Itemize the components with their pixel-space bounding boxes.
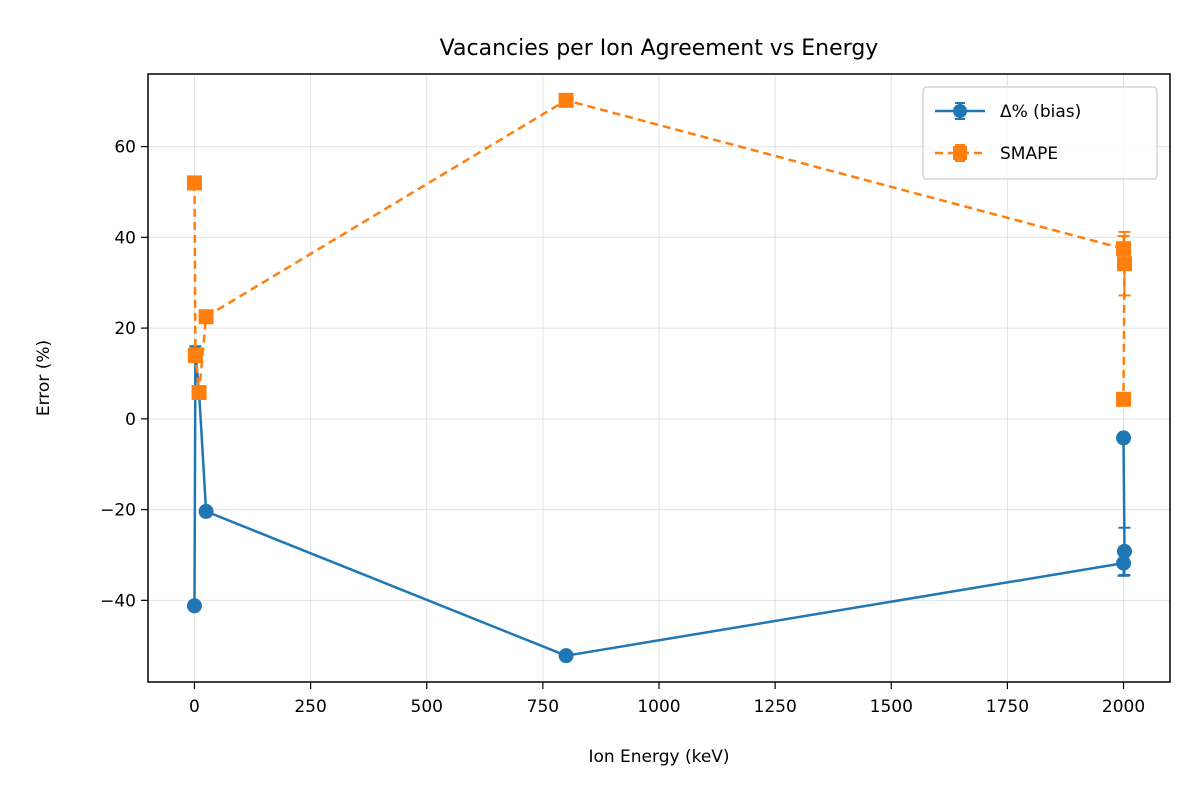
data-point-circle: [1116, 555, 1132, 571]
legend: Δ% (bias) SMAPE: [922, 86, 1158, 180]
y-axis-label: Error (%): [34, 340, 54, 416]
data-point-circle: [1116, 430, 1132, 446]
legend-bias-marker: [953, 104, 967, 118]
x-tick-label: 1750: [986, 697, 1029, 717]
y-tick-label: −20: [100, 501, 136, 521]
x-axis-label: Ion Energy (keV): [588, 747, 729, 767]
data-point-circle: [1116, 543, 1132, 559]
data-point-square: [558, 92, 574, 108]
y-tick-label: 0: [125, 410, 136, 430]
legend-box: [922, 86, 1158, 180]
data-point-square: [1116, 256, 1132, 272]
data-point-circle: [558, 648, 574, 664]
axis-ticks: 0 250 500 750 1000 1250 1500 1750 2000 −40 −20 0 20 4…: [100, 138, 1145, 717]
x-tick-label: 250: [294, 697, 326, 717]
legend-smape-label: SMAPE: [1000, 144, 1058, 164]
legend-smape-marker: [953, 146, 967, 160]
data-point-square: [186, 175, 202, 191]
data-point-square: [198, 309, 214, 325]
legend-entry-bias: Δ% (bias): [935, 102, 1081, 122]
series-layer: [186, 92, 1132, 664]
data-point-square: [1116, 391, 1132, 407]
x-tick-label: 0: [189, 697, 200, 717]
data-point-square: [187, 347, 203, 363]
data-point-square: [191, 385, 207, 401]
legend-entry-smape: SMAPE: [935, 144, 1058, 164]
series-1: [186, 92, 1132, 407]
data-point-circle: [198, 503, 214, 519]
x-tick-label: 500: [411, 697, 443, 717]
x-tick-label: 750: [527, 697, 559, 717]
y-tick-label: −40: [100, 591, 136, 611]
x-tick-label: 1250: [754, 697, 797, 717]
x-tick-label: 1000: [637, 697, 680, 717]
x-tick-label: 2000: [1102, 697, 1145, 717]
legend-bias-label: Δ% (bias): [1000, 102, 1081, 122]
data-point-circle: [186, 598, 202, 614]
y-tick-label: 20: [114, 319, 136, 339]
chart-title: Vacancies per Ion Agreement vs Energy: [440, 36, 879, 61]
y-tick-label: 60: [114, 138, 136, 158]
x-tick-label: 1500: [870, 697, 913, 717]
y-tick-label: 40: [114, 228, 136, 248]
series-line: [193, 99, 1126, 400]
data-point-square: [1116, 241, 1132, 257]
